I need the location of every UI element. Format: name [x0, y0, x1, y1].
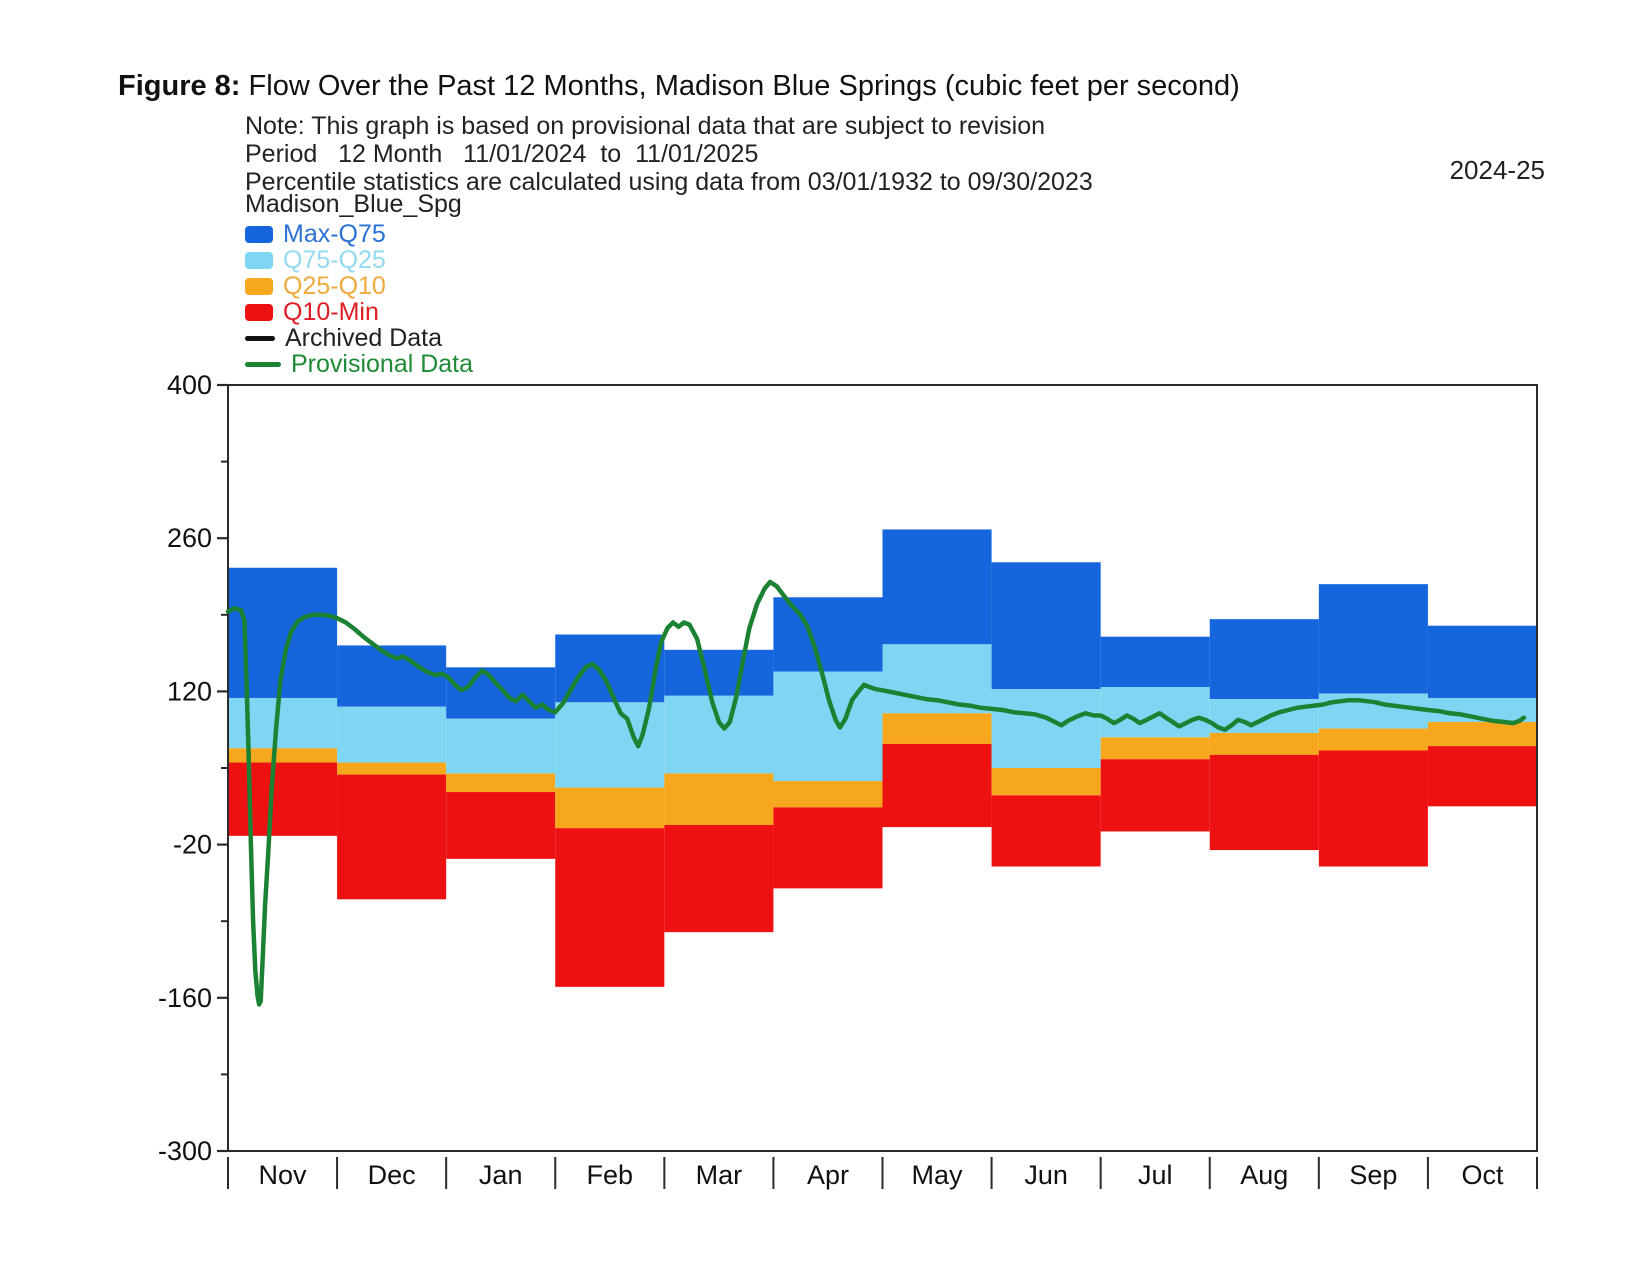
band-q10-min-jul [1100, 759, 1210, 832]
band-q10-min-mar [664, 824, 774, 933]
band-q75-q25-jul [1100, 687, 1210, 738]
legend-item-q10-min: Q10-Min [245, 297, 473, 326]
legend-item-provisional-data: Provisional Data [245, 349, 474, 378]
band-q10-min-aug [1209, 754, 1319, 851]
band-max-q75-apr [773, 597, 883, 672]
legend-item-archived-data: Archived Data [245, 323, 473, 352]
month-label-jan: Jan [479, 1160, 523, 1190]
band-q10-min-apr [773, 807, 883, 889]
legend-line-icon [245, 335, 275, 341]
month-label-aug: Aug [1240, 1160, 1288, 1190]
band-q10-min-dec [337, 774, 447, 900]
band-q10-min-feb [555, 828, 665, 987]
y-tick-label: -160 [158, 983, 212, 1013]
legend-item-max-q75: Max-Q75 [245, 219, 473, 248]
band-q10-min-oct [1427, 746, 1537, 807]
legend-swatch-icon [245, 225, 273, 243]
legend-label: Q75-Q25 [283, 245, 386, 274]
band-q10-min-jan [446, 792, 556, 859]
y-tick-label: -300 [158, 1136, 212, 1166]
band-q25-q10-oct [1427, 722, 1537, 747]
month-label-sep: Sep [1349, 1160, 1397, 1190]
note-period: Period 12 Month 11/01/2024 to 11/01/2025 [245, 140, 759, 168]
legend-label: Q25-Q10 [283, 271, 386, 300]
month-label-nov: Nov [259, 1160, 308, 1190]
legend-label: Archived Data [285, 323, 443, 352]
legend-swatch-icon [245, 303, 273, 321]
band-q25-q10-jan [446, 773, 556, 793]
note-percentile-source: Percentile statistics are calculated usi… [245, 168, 1093, 196]
band-q75-q25-may [882, 644, 992, 714]
figure-number-label: Figure 8: [118, 70, 241, 102]
legend-swatch-icon [245, 251, 273, 269]
chart-notes: Note: This graph is based on provisional… [245, 112, 1093, 196]
legend-label: Q10-Min [283, 297, 379, 326]
figure-title: Figure 8: Flow Over the Past 12 Months, … [118, 70, 1240, 103]
band-q10-min-nov [228, 762, 338, 836]
band-q75-q25-jan [446, 718, 556, 774]
band-q25-q10-jun [991, 768, 1101, 796]
month-label-oct: Oct [1461, 1160, 1504, 1190]
legend-item-q25-q10: Q25-Q10 [245, 271, 473, 300]
band-q25-q10-jul [1100, 737, 1210, 760]
legend-label: Max-Q75 [283, 219, 386, 248]
band-q10-min-jun [991, 795, 1101, 867]
band-max-q75-sep [1318, 584, 1428, 694]
x-axis: Nov Dec Jan Feb Mar Apr May Jun Jul Aug Sep Oct [227, 1157, 1538, 1190]
band-q25-q10-mar [664, 773, 774, 825]
band-q25-q10-apr [773, 781, 883, 808]
band-q75-q25-sep [1318, 693, 1428, 729]
band-q25-q10-sep [1318, 728, 1428, 751]
band-q25-q10-aug [1209, 732, 1319, 755]
band-q25-q10-feb [555, 787, 665, 829]
legend-swatch-icon [245, 277, 273, 295]
legend-line-icon [245, 361, 281, 367]
band-q75-q25-mar [664, 695, 774, 774]
band-max-q75-may [882, 529, 992, 645]
percentile-bands [228, 529, 1537, 987]
month-label-jun: Jun [1024, 1160, 1068, 1190]
legend-label: Provisional Data [291, 349, 474, 378]
band-q10-min-sep [1318, 750, 1428, 867]
band-q75-q25-nov [228, 697, 338, 749]
band-max-q75-mar [664, 649, 774, 696]
band-q75-q25-jun [991, 689, 1101, 768]
y-tick-label: 260 [167, 523, 212, 553]
month-label-dec: Dec [368, 1160, 416, 1190]
month-label-feb: Feb [587, 1160, 634, 1190]
provisional-data-line [225, 579, 1527, 1007]
band-q25-q10-nov [228, 748, 338, 763]
y-tick-label: -20 [173, 830, 212, 860]
month-label-mar: Mar [696, 1160, 743, 1190]
band-max-q75-jan [446, 667, 556, 719]
band-max-q75-oct [1427, 625, 1537, 698]
note-provisional: Note: This graph is based on provisional… [245, 112, 1045, 140]
figure-title-text: Flow Over the Past 12 Months, Madison Bl… [248, 70, 1240, 102]
band-q10-min-may [882, 743, 992, 828]
band-max-q75-jun [991, 562, 1101, 690]
legend: Madison_Blue_Spg Max-Q75 Q75-Q25 Q25-Q10 Q1… [245, 190, 474, 378]
band-max-q75-aug [1209, 619, 1319, 700]
month-label-jul: Jul [1138, 1160, 1173, 1190]
legend-item-q75-q25: Q75-Q25 [245, 245, 473, 274]
y-tick-label: 120 [167, 676, 212, 706]
band-q75-q25-dec [337, 706, 447, 763]
month-label-apr: Apr [807, 1160, 849, 1190]
station-name: Madison_Blue_Spg [245, 190, 462, 218]
band-max-q75-jul [1100, 636, 1210, 688]
month-label-may: May [912, 1160, 964, 1190]
band-q25-q10-dec [337, 762, 447, 775]
water-year-label: 2024-25 [1449, 155, 1545, 185]
y-tick-label: 400 [167, 370, 212, 400]
band-q25-q10-may [882, 713, 992, 744]
y-axis: 400 260 120 -20 -160 -300 [158, 370, 228, 1166]
